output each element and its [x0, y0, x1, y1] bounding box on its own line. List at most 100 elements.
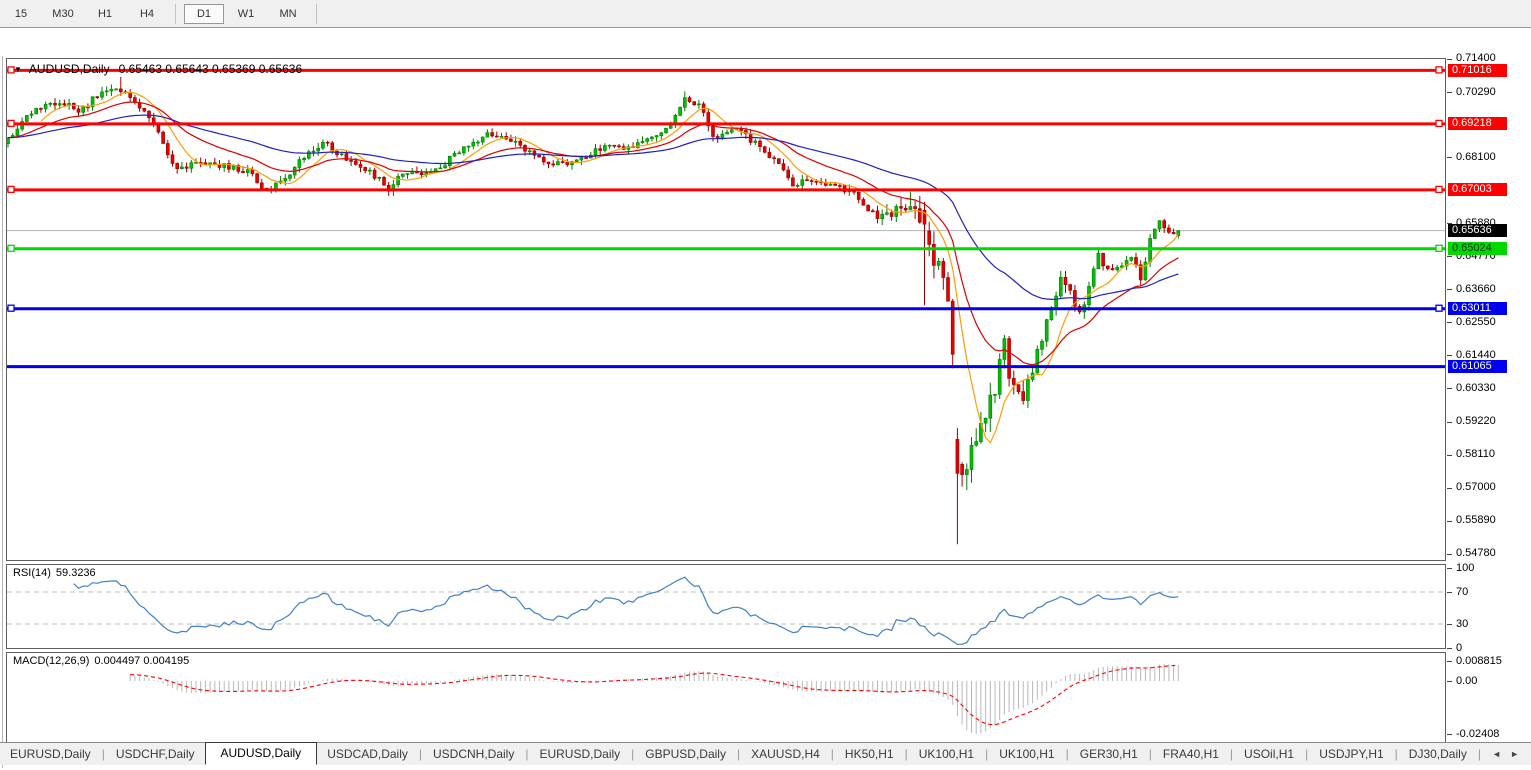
hline-price-flag: 0.65024 [1448, 242, 1507, 255]
timeframe-button-d1[interactable]: D1 [184, 3, 224, 24]
price-tick-label: 0.62550 [1456, 316, 1496, 328]
macd-tick-label: 0.00 [1456, 674, 1478, 687]
hline-price-flag: 0.63011 [1448, 302, 1507, 315]
chart-tab-usdcad-daily[interactable]: USDCAD,Daily [327, 747, 408, 761]
candlestick-canvas[interactable] [7, 59, 1445, 560]
chart-tab-ger30-h1[interactable]: GER30,H1 [1079, 747, 1138, 761]
hline-handle [7, 66, 15, 74]
price-tick-mark [1447, 355, 1452, 356]
price-tick-label: 0.60330 [1456, 382, 1496, 394]
chart-workspace: ▼ AUDUSD,Daily 0.65463 0.65643 0.65369 0.6… [0, 28, 1531, 770]
rsi-tick-label: 30 [1456, 617, 1469, 630]
price-tick-label: 0.58110 [1456, 448, 1495, 460]
price-tick-mark [1447, 92, 1452, 93]
tab-separator: | [101, 747, 105, 761]
price-tick-mark [1447, 388, 1452, 389]
timeframe-button-15[interactable]: 15 [14, 7, 28, 20]
chart-tab-usdcnh-daily[interactable]: USDCNH,Daily [433, 747, 515, 761]
window-left-edge [2, 56, 3, 768]
rsi-tick-label: 0 [1456, 641, 1463, 654]
rsi-tick-mark [1447, 592, 1452, 593]
horizontal-lines[interactable] [7, 66, 1445, 369]
macd-histogram [129, 664, 1179, 734]
macd-tick-label: 0.008815 [1456, 654, 1502, 667]
tab-scroll-left-icon[interactable]: ◄ [1492, 749, 1502, 759]
price-tick-label: 0.70290 [1456, 86, 1496, 98]
chart-ohlc-values: 0.65463 0.65643 0.65369 0.65636 [118, 62, 303, 76]
current-price-flag: 0.65636 [1448, 224, 1507, 237]
tab-separator: | [525, 747, 529, 761]
tab-scroll-right-icon[interactable]: ► [1510, 749, 1519, 759]
rsi-panel[interactable]: RSI(14) 59.3236 [6, 564, 1446, 649]
chart-tab-uk100-h1[interactable]: UK100,H1 [999, 747, 1055, 761]
timeframe-button-m30[interactable]: M30 [52, 7, 74, 20]
rsi-name: RSI(14) [13, 567, 51, 579]
chart-tab-fra40-h1[interactable]: FRA40,H1 [1162, 747, 1219, 761]
price-tick-mark [1447, 59, 1452, 60]
timeframe-toolbar: 15 M30 H1 H4 D1 W1 MN [0, 0, 1531, 28]
hline-price-flag: 0.69218 [1448, 117, 1507, 130]
timeframe-button-w1[interactable]: W1 [237, 7, 255, 20]
timeframe-button-mn[interactable]: MN [279, 7, 297, 20]
rsi-tick-mark [1447, 568, 1452, 569]
toolbar-separator [175, 3, 176, 24]
tab-separator: | [631, 747, 635, 761]
chart-tab-usdchf-daily[interactable]: USDCHF,Daily [115, 747, 195, 761]
chart-tab-bar: EURUSD,Daily | USDCHF,Daily AUDUSD,Daily USD… [0, 741, 1531, 765]
hline-handle [1435, 119, 1443, 128]
hline-handle [7, 185, 15, 194]
chart-dropdown-icon[interactable]: ▼ [14, 65, 22, 74]
price-tick-mark [1447, 554, 1452, 555]
chart-tab-hk50-h1[interactable]: HK50,H1 [844, 747, 894, 761]
rsi-tick-label: 100 [1456, 561, 1475, 574]
tab-separator: | [830, 747, 834, 761]
macd-tick-mark [1447, 661, 1452, 662]
chart-tab-dj30-daily[interactable]: DJ30,Daily [1408, 747, 1467, 761]
price-tick-label: 0.63660 [1456, 283, 1496, 295]
chart-tab-xauusd-h4[interactable]: XAUUSD,H4 [751, 747, 820, 761]
macd-tick-label: -0.02408 [1456, 727, 1500, 740]
main-chart-panel[interactable]: ▼ AUDUSD,Daily 0.65463 0.65643 0.65369 0.6… [6, 58, 1446, 561]
price-tick-mark [1447, 455, 1452, 456]
chart-tab-audusd-daily[interactable]: AUDUSD,Daily [204, 741, 318, 765]
price-tick-mark [1447, 322, 1452, 323]
chart-tab-eurusd-daily[interactable]: EURUSD,Daily [10, 747, 91, 761]
hline-price-flag: 0.61065 [1448, 360, 1507, 373]
chart-tab-usdjpy-h1[interactable]: USDJPY,H1 [1319, 747, 1384, 761]
macd-panel[interactable]: MACD(12,26,9) 0.004497 0.004195 [6, 652, 1446, 746]
price-tick-label: 0.61440 [1456, 349, 1496, 361]
moving-averages [7, 91, 1179, 444]
candles [7, 76, 1181, 545]
tab-separator: | [418, 747, 422, 761]
macd-canvas[interactable] [7, 653, 1445, 745]
timeframe-button-h4[interactable]: H4 [139, 7, 155, 20]
hline-handle [7, 119, 15, 128]
tab-separator: | [985, 747, 989, 761]
hline-price-flag: 0.71016 [1448, 64, 1507, 77]
price-axis[interactable]: 0.71400 0.70290 0.68100 0.65880 0.64770 0.636… [1447, 52, 1531, 770]
rsi-tick-label: 70 [1456, 585, 1469, 598]
rsi-canvas[interactable] [7, 565, 1445, 648]
rsi-tick-mark [1447, 648, 1452, 649]
tab-separator: | [904, 747, 908, 761]
macd-tick-mark [1447, 681, 1452, 682]
hline-price-flag: 0.67003 [1448, 183, 1507, 196]
macd-name: MACD(12,26,9) [13, 655, 90, 667]
chart-title: ▼ AUDUSD,Daily 0.65463 0.65643 0.65369 0.6… [14, 62, 302, 76]
timeframe-button-h1[interactable]: H1 [97, 7, 113, 20]
chart-tab-usoil-h1[interactable]: USOil,H1 [1244, 747, 1295, 761]
macd-label: MACD(12,26,9) 0.004497 0.004195 [13, 655, 189, 667]
price-tick-label: 0.71400 [1456, 52, 1496, 64]
chart-tab-gbpusd-daily[interactable]: GBPUSD,Daily [645, 747, 726, 761]
chart-tab-eurusd-daily[interactable]: EURUSD,Daily [539, 747, 621, 761]
hline-handle [1435, 185, 1443, 194]
tab-separator: | [1148, 747, 1152, 761]
chart-tab-uk100-h1[interactable]: UK100,H1 [918, 747, 975, 761]
price-tick-mark [1447, 488, 1452, 489]
price-tick-mark [1447, 157, 1452, 158]
hline-handle [1435, 244, 1443, 252]
hline-handle [7, 244, 15, 252]
toolbar-separator [316, 3, 317, 24]
price-tick-label: 0.59220 [1456, 415, 1496, 427]
